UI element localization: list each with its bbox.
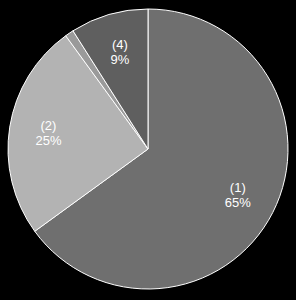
- slice-category-label: (4): [112, 37, 128, 52]
- pie-chart: (1)65% (2)25% (4)9%: [0, 0, 296, 300]
- slices: [8, 9, 288, 289]
- pie-slice: [8, 36, 148, 232]
- pie-slice: [73, 9, 148, 149]
- slice-value-label: 65%: [225, 195, 251, 210]
- slice-value-label: 25%: [35, 133, 61, 148]
- chart-container: (1)65% (2)25% (4)9%: [0, 0, 296, 300]
- slice-category-label: (2): [40, 118, 56, 133]
- slice-value-label: 9%: [110, 52, 129, 67]
- slice-category-label: (1): [230, 180, 246, 195]
- labels: (1)65% (2)25% (4)9%: [35, 37, 251, 210]
